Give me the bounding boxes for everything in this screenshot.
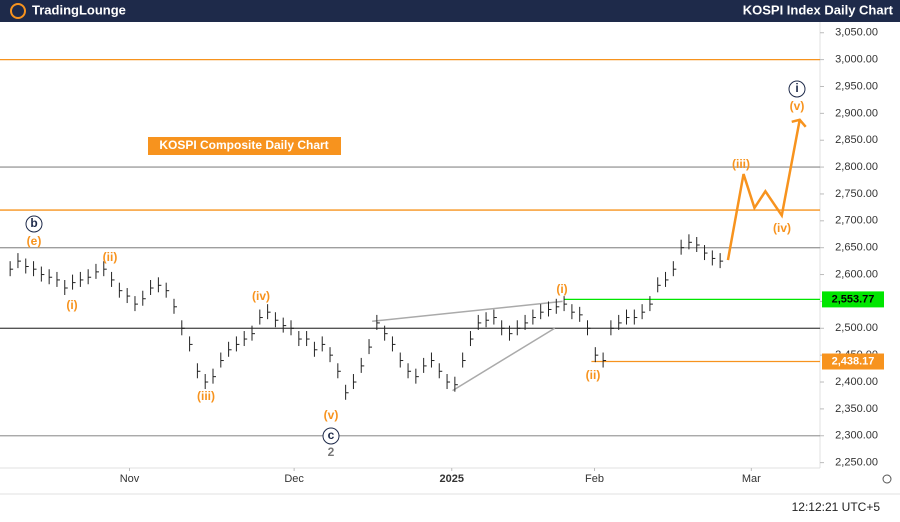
trendline	[452, 327, 556, 392]
y-tick-label: 2,750.00	[835, 188, 878, 200]
y-tick-label: 2,250.00	[835, 457, 878, 469]
subtitle-box	[148, 137, 341, 155]
price-badge	[822, 291, 884, 308]
wave-label: (i)	[556, 282, 567, 296]
logo: TradingLounge	[32, 2, 126, 17]
x-tick-label: Feb	[585, 473, 604, 485]
trendline	[372, 300, 563, 323]
x-tick-label: Mar	[742, 473, 761, 485]
wave-label: (iv)	[773, 221, 791, 235]
header-title: KOSPI Index Daily Chart	[743, 2, 894, 17]
wave-circle	[25, 215, 43, 233]
y-tick-label: 2,850.00	[835, 134, 878, 146]
wave-label: (iii)	[197, 389, 215, 403]
wave-label: i	[795, 81, 798, 95]
wave-label: c	[328, 428, 335, 442]
logo-icon	[10, 3, 26, 19]
price-badge-label: 2,553.77	[832, 293, 875, 305]
y-tick-label: 2,650.00	[835, 242, 878, 254]
y-tick-label: 3,000.00	[835, 54, 878, 66]
wave-circle	[788, 80, 806, 98]
x-tick-label: Dec	[284, 473, 304, 485]
settings-icon[interactable]	[882, 474, 892, 484]
y-tick-label: 2,350.00	[835, 403, 878, 415]
y-tick-label: 2,950.00	[835, 80, 878, 92]
y-tick-label: 2,300.00	[835, 430, 878, 442]
x-tick-label: Nov	[120, 473, 140, 485]
y-tick-label: 2,700.00	[835, 215, 878, 227]
clock: 12:12:21 UTC+5	[792, 500, 881, 514]
wave-circle	[322, 427, 340, 445]
header-bar	[0, 0, 900, 22]
subtitle: KOSPI Composite Daily Chart	[159, 138, 328, 152]
price-badge-label: 2,438.17	[832, 355, 875, 367]
price-badge	[822, 353, 884, 370]
wave-label: (iii)	[732, 157, 750, 171]
y-tick-label: 2,400.00	[835, 376, 878, 388]
wave-label: (v)	[324, 408, 339, 422]
wave-projection	[726, 119, 801, 261]
wave-label: b	[30, 216, 37, 230]
wave-label: (iv)	[252, 289, 270, 303]
y-tick-label: 2,600.00	[835, 268, 878, 280]
wave-label: (ii)	[586, 368, 601, 382]
wave-label: (e)	[27, 234, 42, 248]
wave-label: (ii)	[103, 250, 118, 264]
wave-label: (i)	[66, 298, 77, 312]
x-tick-label: 2025	[439, 473, 463, 485]
y-tick-label: 2,900.00	[835, 107, 878, 119]
y-tick-label: 3,050.00	[835, 27, 878, 39]
y-tick-label: 2,500.00	[835, 322, 878, 334]
projection-arrow	[791, 118, 807, 128]
wave-label: 2	[328, 445, 335, 459]
y-tick-label: 2,800.00	[835, 161, 878, 173]
wave-label: (v)	[790, 99, 805, 113]
